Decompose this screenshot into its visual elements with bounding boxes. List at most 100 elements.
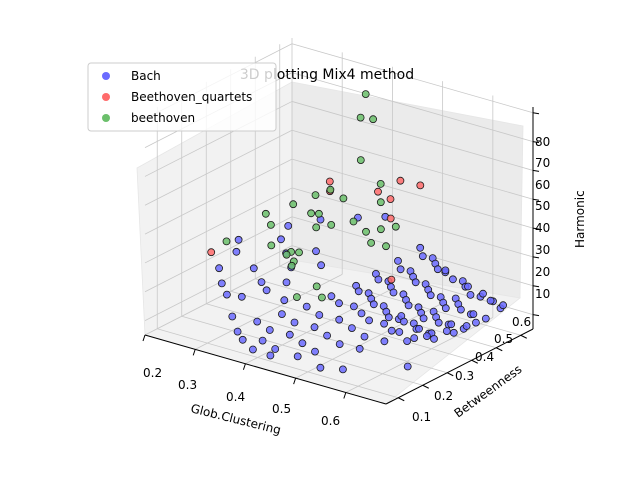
y-tick xyxy=(422,384,429,389)
x-tick-label: 0.4 xyxy=(226,390,245,404)
point-bach xyxy=(380,337,389,346)
x-gridline xyxy=(245,288,393,365)
point-beethoven xyxy=(282,250,291,259)
point-bach xyxy=(335,340,344,349)
point-bach xyxy=(315,311,324,319)
x-tick xyxy=(192,349,196,356)
point-bach xyxy=(479,289,487,298)
legend-label-beethoven-quartets: Beethoven_quartets xyxy=(131,90,252,104)
scatter-points xyxy=(207,90,508,374)
y-axis-line xyxy=(385,328,534,405)
point-beethoven xyxy=(369,115,378,124)
point-beethoven xyxy=(382,242,390,251)
point-bach xyxy=(464,282,472,291)
point-bach xyxy=(449,328,458,337)
point-beethoven xyxy=(376,225,385,234)
z-tick-label: 50 xyxy=(535,199,550,213)
point-bach xyxy=(374,275,383,284)
point-bach xyxy=(396,265,405,274)
point-bach xyxy=(411,278,420,287)
chart-title: 3D plotting Mix4 method xyxy=(240,67,414,83)
point-bach xyxy=(298,339,307,348)
point-bach xyxy=(430,334,438,343)
point-bach xyxy=(387,326,396,335)
point-bach xyxy=(312,247,320,256)
x-tick xyxy=(142,334,146,342)
point-bach xyxy=(486,296,495,305)
point-bach xyxy=(442,327,451,336)
point-bach xyxy=(262,286,271,295)
point-beethoven-quartets xyxy=(386,214,395,223)
z-tick-label: 10 xyxy=(535,287,550,301)
tick-marks xyxy=(142,112,540,402)
y-tick xyxy=(447,372,454,377)
z-gridline xyxy=(291,72,534,142)
point-bach xyxy=(403,337,412,346)
point-bach xyxy=(416,243,425,252)
point-beethoven xyxy=(376,179,385,188)
point-bach xyxy=(284,221,293,230)
point-beethoven xyxy=(356,113,365,122)
point-bach xyxy=(217,279,226,288)
x-gridline xyxy=(144,259,293,336)
x-tick xyxy=(293,377,297,385)
point-beethoven-quartets xyxy=(207,248,216,257)
point-bach xyxy=(311,347,319,356)
point-bach xyxy=(238,335,247,344)
z-tick xyxy=(532,314,540,317)
point-bach xyxy=(257,278,266,287)
point-beethoven xyxy=(311,191,320,200)
legend-marker-bach xyxy=(102,72,110,80)
y-gridline xyxy=(181,315,423,386)
x-tick-label: 0.6 xyxy=(321,414,340,428)
point-beethoven xyxy=(376,198,385,207)
point-bach xyxy=(415,324,423,333)
point-bach xyxy=(499,301,508,310)
point-bach xyxy=(237,292,246,301)
x-tick-label: 0.5 xyxy=(272,402,291,416)
point-bach xyxy=(234,235,243,244)
z-gridline xyxy=(144,187,293,264)
z-tick xyxy=(532,198,540,201)
point-bach xyxy=(433,265,442,274)
point-bach xyxy=(426,291,435,300)
z-tick xyxy=(532,256,540,259)
point-bach xyxy=(335,299,343,308)
z-gridline xyxy=(144,216,293,293)
point-bach xyxy=(404,301,413,310)
point-beethoven xyxy=(339,194,348,203)
point-bach xyxy=(290,318,299,327)
point-bach xyxy=(355,344,364,353)
point-beethoven xyxy=(327,220,336,229)
z-tick-labels: 10 20 30 40 50 60 70 80 xyxy=(535,135,550,301)
point-beethoven-quartets xyxy=(386,195,395,204)
z-tick-label: 20 xyxy=(535,265,550,279)
point-beethoven xyxy=(261,209,270,218)
point-beethoven-quartets xyxy=(387,275,396,284)
z-tick-label: 40 xyxy=(535,221,550,235)
point-bach xyxy=(285,330,294,339)
point-bach xyxy=(441,304,450,313)
y-gridline xyxy=(255,278,497,349)
point-bach xyxy=(293,352,302,361)
point-beethoven xyxy=(361,90,370,98)
point-bach xyxy=(380,319,389,328)
y-tick-label: 0.4 xyxy=(475,350,494,364)
point-bach xyxy=(410,334,419,343)
point-bach xyxy=(316,363,325,372)
point-beethoven xyxy=(295,248,303,257)
legend-box xyxy=(87,62,277,132)
z-tick-label: 30 xyxy=(535,243,550,257)
point-bach xyxy=(277,235,285,244)
point-bach xyxy=(338,365,347,374)
point-bach xyxy=(462,322,471,330)
point-bach xyxy=(384,313,393,322)
point-bach xyxy=(327,292,336,301)
point-bach xyxy=(441,266,450,275)
z-gridline xyxy=(291,101,534,171)
point-bach xyxy=(271,345,280,353)
z-tick-label: 70 xyxy=(535,156,550,170)
z-tick-label: 80 xyxy=(535,135,550,149)
y-tick-label: 0.1 xyxy=(412,410,431,424)
y-tick xyxy=(398,397,405,402)
